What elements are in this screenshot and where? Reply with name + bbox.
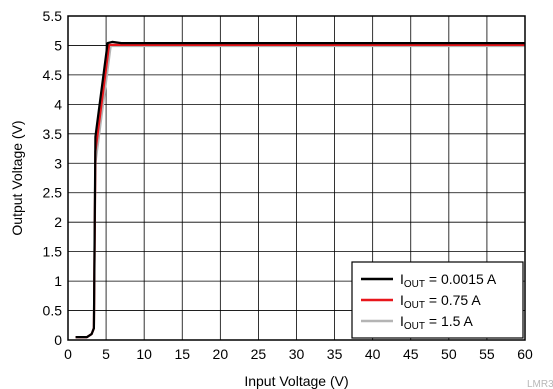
watermark-text: LMR3 xyxy=(527,379,553,389)
y-tick-label: 3 xyxy=(54,155,62,171)
x-tick-label: 30 xyxy=(289,346,305,362)
x-tick-label: 0 xyxy=(64,346,72,362)
y-axis-title: Output Voltage (V) xyxy=(9,120,25,235)
legend-label: IOUT = 0.0015 A xyxy=(400,271,497,290)
y-tick-label: 4 xyxy=(54,96,62,112)
y-tick-label: 1 xyxy=(54,273,62,289)
x-axis-title: Input Voltage (V) xyxy=(244,373,348,389)
series-line xyxy=(75,40,525,339)
y-tick-label: 5.5 xyxy=(43,8,63,24)
legend: IOUT = 0.0015 A IOUT = 0.75 A IOUT = 1.5 A xyxy=(351,261,524,339)
x-tick-label: 45 xyxy=(403,346,419,362)
x-tick-label: 25 xyxy=(251,346,267,362)
y-tick-label: 1.5 xyxy=(43,244,63,260)
x-tick-label: 5 xyxy=(102,346,110,362)
tick-labels: 0 5 10 15 20 25 30 35 40 45 50 55 6000.511.522.533.5… xyxy=(43,8,533,362)
y-tick-label: 2.5 xyxy=(43,185,63,201)
x-tick-label: 20 xyxy=(213,346,229,362)
x-tick-label: 60 xyxy=(517,346,533,362)
x-tick-label: 50 xyxy=(441,346,457,362)
y-tick-label: 0 xyxy=(54,332,62,348)
series-lines xyxy=(75,40,525,339)
legend-label: IOUT = 1.5 A xyxy=(400,313,474,332)
plot-frame xyxy=(67,15,526,341)
y-tick-label: 2 xyxy=(54,214,62,230)
x-tick-label: 35 xyxy=(327,346,343,362)
x-tick-label: 40 xyxy=(365,346,381,362)
y-tick-label: 4.5 xyxy=(43,67,63,83)
x-tick-label: 55 xyxy=(479,346,495,362)
legend-label: IOUT = 0.75 A xyxy=(400,292,481,311)
y-tick-label: 0.5 xyxy=(43,303,63,319)
x-tick-label: 10 xyxy=(136,346,152,362)
y-tick-label: 3.5 xyxy=(43,126,63,142)
y-tick-label: 5 xyxy=(54,37,62,53)
x-tick-label: 15 xyxy=(174,346,190,362)
